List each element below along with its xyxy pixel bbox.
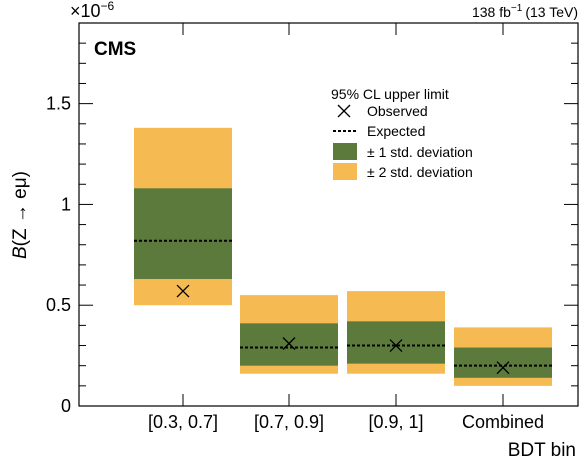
one-sigma-band [454,347,552,378]
y-tick-label: 0.5 [46,295,71,315]
legend: 95% CL upper limit Observed Expected ± 1… [331,86,473,180]
y-tick-label: 1.5 [46,94,71,114]
one-sigma-band [240,323,338,366]
plot-frame [78,22,579,407]
x-tick-label: Combined [462,412,544,432]
y-axis-label-process: (Z → eμ) [10,171,31,246]
exponent-base: ×10 [70,1,101,21]
legend-title: 95% CL upper limit [331,86,449,102]
one-sigma-band [134,188,232,280]
legend-one-sigma-label: ± 1 std. deviation [367,144,473,160]
lumi-value: 138 fb [472,4,511,20]
legend-expected-label: Expected [367,123,425,139]
one-sigma-band [347,321,445,364]
exponent-power: −6 [101,0,115,13]
legend-one-sigma-swatch [333,143,357,160]
observed-marker [176,284,190,298]
exponent-label: ×10−6 [70,0,115,21]
y-tick-label: 0 [61,396,71,416]
uncertainty-bands [134,127,552,386]
lumi-label: 138 fb−1 (13 TeV) [472,3,578,20]
observed-markers [176,284,510,375]
lumi-energy: (13 TeV) [525,4,578,20]
legend-two-sigma-label: ± 2 std. deviation [367,164,473,180]
y-axis-label: B(Z → eμ) [10,171,31,259]
expected-lines [134,239,552,367]
y-axis-label-prefix: B [10,246,31,259]
observed-marker [282,337,296,350]
observed-marker [389,339,403,352]
x-axis-ticks: [0.3, 0.7] [0.7, 0.9] [0.9, 1] Combined [148,23,544,432]
legend-observed-label: Observed [367,103,428,119]
legend-two-sigma-swatch [333,163,357,180]
x-tick-label: [0.7, 0.9] [254,412,324,432]
x-tick-label: [0.3, 0.7] [148,412,218,432]
y-axis-ticks: 0 0.5 1 1.5 [46,22,578,416]
lumi-power: −1 [511,3,523,14]
legend-observed-marker [337,104,351,118]
experiment-label: CMS [94,39,136,60]
observed-marker [496,361,510,375]
x-tick-label: [0.9, 1] [368,412,423,432]
y-tick-label: 1 [61,194,71,214]
x-axis-label: BDT bin [508,440,576,461]
